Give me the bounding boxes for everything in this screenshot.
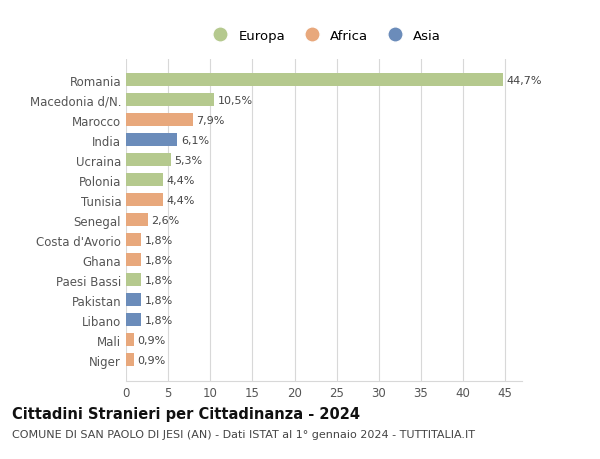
Bar — [126, 313, 141, 326]
Text: 4,4%: 4,4% — [166, 196, 195, 205]
Text: 0,9%: 0,9% — [137, 335, 165, 345]
Legend: Europa, Africa, Asia: Europa, Africa, Asia — [202, 24, 446, 48]
Bar — [126, 254, 141, 267]
Text: 1,8%: 1,8% — [145, 315, 173, 325]
Bar — [126, 294, 141, 307]
Text: 44,7%: 44,7% — [506, 76, 541, 86]
Bar — [126, 134, 178, 147]
Text: 4,4%: 4,4% — [166, 175, 195, 185]
Bar — [126, 334, 134, 347]
Text: 1,8%: 1,8% — [145, 255, 173, 265]
Bar — [126, 174, 163, 187]
Bar — [126, 234, 141, 247]
Text: 6,1%: 6,1% — [181, 135, 209, 146]
Bar — [126, 353, 134, 366]
Bar — [126, 214, 148, 227]
Text: COMUNE DI SAN PAOLO DI JESI (AN) - Dati ISTAT al 1° gennaio 2024 - TUTTITALIA.IT: COMUNE DI SAN PAOLO DI JESI (AN) - Dati … — [12, 429, 475, 439]
Text: 2,6%: 2,6% — [151, 215, 179, 225]
Text: 10,5%: 10,5% — [218, 96, 253, 106]
Text: 7,9%: 7,9% — [196, 116, 224, 126]
Text: Cittadini Stranieri per Cittadinanza - 2024: Cittadini Stranieri per Cittadinanza - 2… — [12, 406, 360, 421]
Text: 1,8%: 1,8% — [145, 275, 173, 285]
Text: 5,3%: 5,3% — [174, 156, 202, 166]
Text: 1,8%: 1,8% — [145, 235, 173, 245]
Bar — [126, 274, 141, 286]
Text: 1,8%: 1,8% — [145, 295, 173, 305]
Bar — [126, 94, 214, 107]
Bar — [126, 154, 170, 167]
Bar — [126, 114, 193, 127]
Text: 0,9%: 0,9% — [137, 355, 165, 365]
Bar — [126, 194, 163, 207]
Bar — [126, 74, 503, 87]
